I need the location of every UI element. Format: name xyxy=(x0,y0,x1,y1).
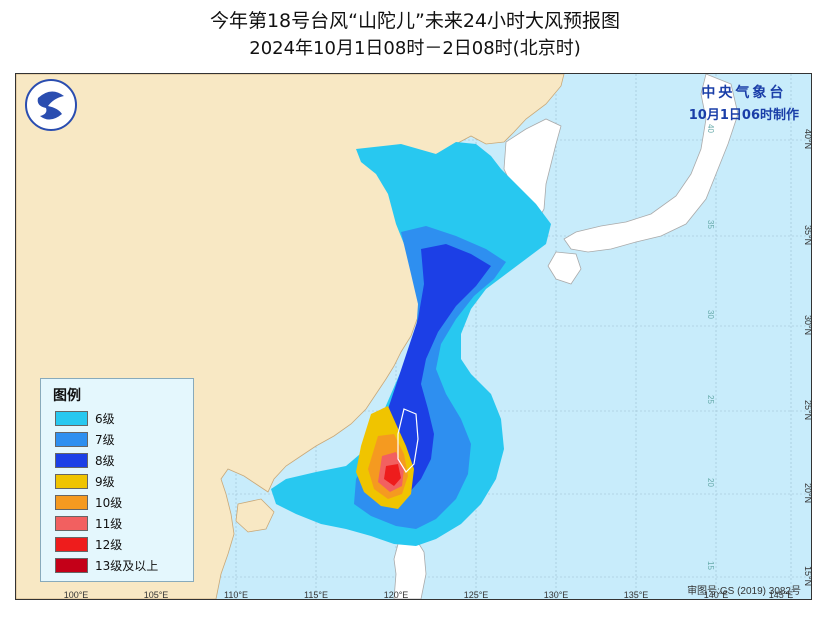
lat-inner-label: 35 xyxy=(706,220,715,229)
legend-label: 11级 xyxy=(95,517,123,531)
legend-label: 7级 xyxy=(95,433,115,447)
taiwan-land xyxy=(397,408,419,473)
lat-inner-label: 15 xyxy=(706,561,715,570)
legend-swatch xyxy=(55,453,88,468)
legend-swatch xyxy=(55,495,88,510)
lon-tick: 110°E xyxy=(224,590,248,600)
legend-box: 图例 6级 7级 8级 9级 10级 11级 12级 13级及以上 xyxy=(40,378,194,582)
legend-title: 图例 xyxy=(53,388,81,404)
lat-tick: 40°N xyxy=(803,129,812,150)
lat-tick: 20°N xyxy=(803,483,812,504)
cma-logo-icon xyxy=(24,78,78,132)
lon-tick: 130°E xyxy=(543,590,569,600)
lon-tick: 140°E xyxy=(703,590,729,600)
legend-label: 10级 xyxy=(95,496,123,510)
agency-info: 中央气象台 10月1日06时制作 xyxy=(689,82,799,123)
legend-swatch xyxy=(55,537,88,552)
legend-label: 6级 xyxy=(95,412,115,426)
lat-inner-label: 40 xyxy=(706,124,715,133)
issue-time: 10月1日06时制作 xyxy=(688,108,799,123)
lon-tick: 105°E xyxy=(143,590,169,600)
approval-number: 审图号:GS (2019) 3082号 xyxy=(687,586,801,597)
japan-land xyxy=(563,74,739,253)
legend-swatch xyxy=(55,516,88,531)
lat-tick: 25°N xyxy=(803,400,812,421)
wind-forecast-map: 中央气象台 10月1日06时制作 图例 6级 7级 8级 9级 10级 11级 … xyxy=(15,73,812,600)
lat-inner-label: 20 xyxy=(706,478,715,487)
legend-label: 8级 xyxy=(95,454,115,468)
lon-tick: 100°E xyxy=(63,590,89,600)
legend-swatch xyxy=(55,411,88,426)
lat-inner-label: 30 xyxy=(706,310,715,319)
map-subtitle: 2024年10月1日08时－2日08时(北京时) xyxy=(249,38,581,59)
lat-inner-label: 25 xyxy=(706,395,715,404)
lon-tick: 125°E xyxy=(463,590,489,600)
legend-label: 12级 xyxy=(95,538,123,552)
legend-label: 13级及以上 xyxy=(95,559,159,573)
legend-swatch xyxy=(55,558,88,573)
lon-tick: 145°E xyxy=(768,590,794,600)
map-title: 今年第18号台风“山陀儿”未来24小时大风预报图 xyxy=(209,10,621,32)
legend-label: 9级 xyxy=(95,475,115,489)
lat-tick: 15°N xyxy=(803,566,812,587)
wind-12-area xyxy=(384,464,401,486)
hainan-land xyxy=(235,498,275,533)
lon-tick: 120°E xyxy=(383,590,409,600)
agency-name: 中央气象台 xyxy=(701,85,787,101)
lat-tick: 30°N xyxy=(803,315,812,336)
legend-swatch xyxy=(55,474,88,489)
lat-tick: 35°N xyxy=(803,225,812,246)
lon-tick: 135°E xyxy=(623,590,649,600)
kyushu-land xyxy=(547,251,582,285)
legend-swatch xyxy=(55,432,88,447)
lon-tick: 115°E xyxy=(304,590,328,600)
wind-6-area xyxy=(271,142,551,546)
